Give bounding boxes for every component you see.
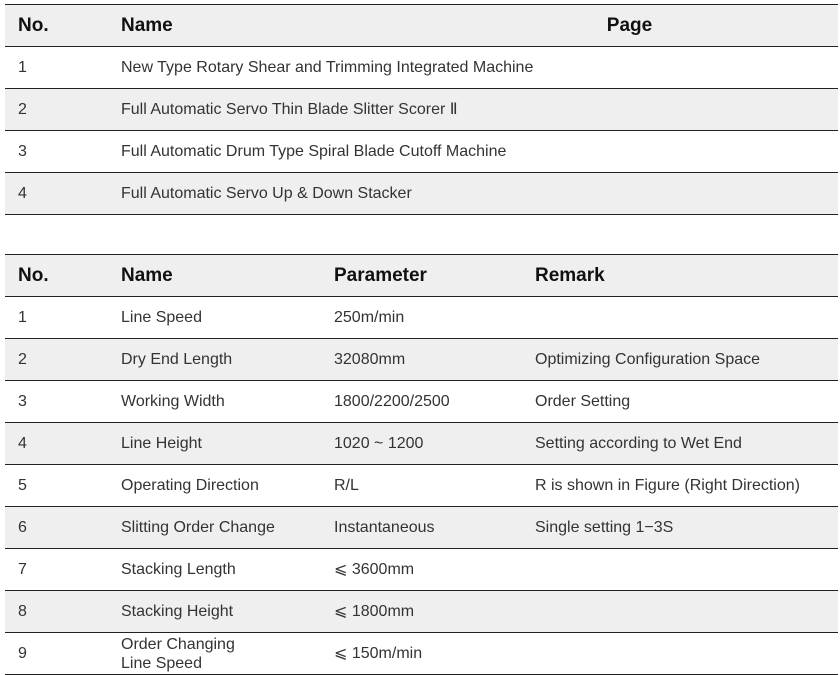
row-remark: Single setting 1−3S: [535, 506, 838, 549]
row-number: 9: [5, 632, 121, 675]
table-header-row: No. Name Parameter Remark: [5, 254, 838, 297]
row-parameter: Instantaneous: [334, 506, 535, 549]
row-number: 4: [5, 422, 121, 465]
table-row: 3 Working Width 1800/2200/2500 Order Settin…: [5, 380, 838, 423]
row-parameter: 1020 ~ 1200: [334, 422, 535, 465]
row-name: Line Height: [121, 422, 334, 465]
header-no: No.: [5, 4, 121, 47]
row-remark: Optimizing Configuration Space: [535, 338, 838, 381]
table-row: 7 Stacking Length ⩽ 3600mm: [5, 548, 838, 591]
row-name: Order Changing Line Speed: [121, 632, 334, 675]
row-parameter: 32080mm: [334, 338, 535, 381]
row-name: Full Automatic Servo Up & Down Stacker: [121, 172, 838, 215]
table-row: 9 Order Changing Line Speed ⩽ 150m/min: [5, 632, 838, 675]
row-name: Full Automatic Servo Thin Blade Slitter …: [121, 88, 838, 131]
row-number: 1: [5, 296, 121, 339]
row-number: 5: [5, 464, 121, 507]
row-name: Slitting Order Change: [121, 506, 334, 549]
row-number: 6: [5, 506, 121, 549]
name-line: Order Changing: [121, 635, 235, 653]
header-page: Page: [421, 4, 838, 47]
row-parameter: 250m/min: [334, 296, 535, 339]
row-name: Full Automatic Drum Type Spiral Blade Cu…: [121, 130, 838, 173]
row-name: Stacking Height: [121, 590, 334, 633]
table-row: 4 Full Automatic Servo Up & Down Stacker: [5, 172, 838, 215]
row-number: 1: [5, 46, 121, 89]
row-number: 8: [5, 590, 121, 633]
machines-table: No. Name Page 1 New Type Rotary Shear and…: [5, 4, 838, 215]
row-name: Line Speed: [121, 296, 334, 339]
table-row: 1 New Type Rotary Shear and Trimming Inte…: [5, 46, 838, 89]
row-parameter: ⩽ 3600mm: [334, 548, 535, 591]
row-name: Dry End Length: [121, 338, 334, 381]
row-number: 4: [5, 172, 121, 215]
header-name: Name: [121, 254, 334, 297]
table-row: 4 Line Height 1020 ~ 1200 Setting according…: [5, 422, 838, 465]
table-row: 8 Stacking Height ⩽ 1800mm: [5, 590, 838, 633]
row-name: Stacking Length: [121, 548, 334, 591]
name-line: Line Speed: [121, 654, 202, 672]
table-row: 2 Dry End Length 32080mm Optimizing Configu…: [5, 338, 838, 381]
row-number: 3: [5, 380, 121, 423]
header-parameter: Parameter: [334, 254, 535, 297]
table-row: 3 Full Automatic Drum Type Spiral Blade C…: [5, 130, 838, 173]
header-name: Name: [121, 4, 421, 47]
row-number: 3: [5, 130, 121, 173]
table-header-row: No. Name Page: [5, 4, 838, 47]
row-remark: [535, 632, 838, 675]
row-name: New Type Rotary Shear and Trimming Integ…: [121, 46, 838, 89]
row-number: 7: [5, 548, 121, 591]
table-row: 1 Line Speed 250m/min: [5, 296, 838, 339]
row-remark: R is shown in Figure (Right Direction): [535, 464, 838, 507]
parameters-table: No. Name Parameter Remark 1 Line Speed 250…: [5, 254, 838, 675]
row-parameter: ⩽ 150m/min: [334, 632, 535, 675]
row-remark: [535, 296, 838, 339]
header-no: No.: [5, 254, 121, 297]
table-row: 6 Slitting Order Change Instantaneous Singl…: [5, 506, 838, 549]
row-remark: [535, 590, 838, 633]
row-remark: Order Setting: [535, 380, 838, 423]
row-remark: [535, 548, 838, 591]
row-parameter: R/L: [334, 464, 535, 507]
header-remark: Remark: [535, 254, 838, 297]
row-parameter: ⩽ 1800mm: [334, 590, 535, 633]
row-number: 2: [5, 338, 121, 381]
row-name: Operating Direction: [121, 464, 334, 507]
row-parameter: 1800/2200/2500: [334, 380, 535, 423]
row-number: 2: [5, 88, 121, 131]
table-row: 2 Full Automatic Servo Thin Blade Slitter…: [5, 88, 838, 131]
table-row: 5 Operating Direction R/L R is shown in Fig…: [5, 464, 838, 507]
row-name: Working Width: [121, 380, 334, 423]
row-remark: Setting according to Wet End: [535, 422, 838, 465]
